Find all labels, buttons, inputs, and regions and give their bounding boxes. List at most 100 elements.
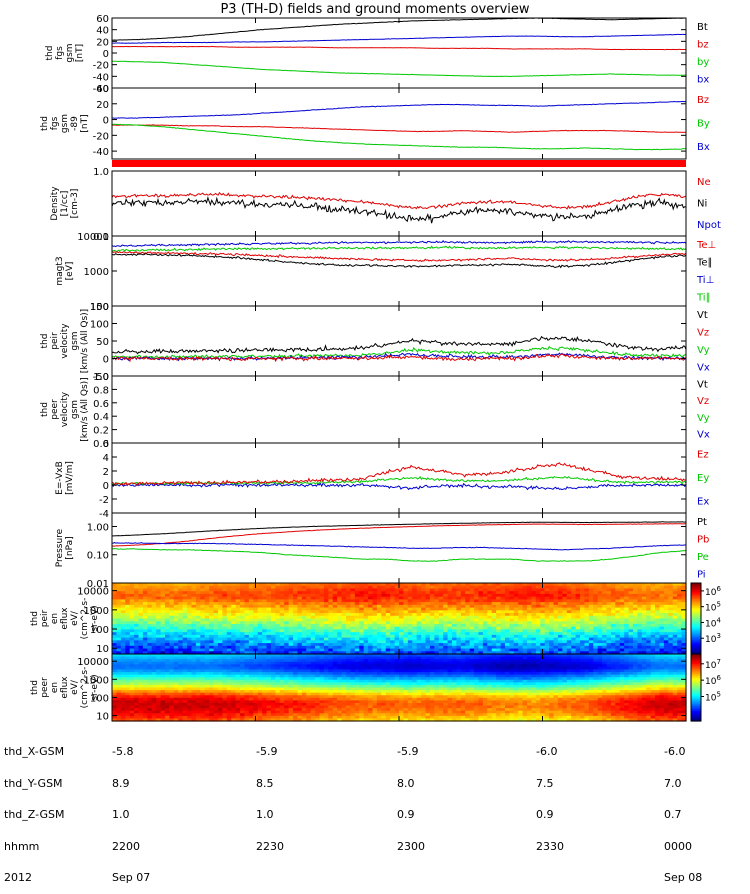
y-axis-label: thd bbox=[40, 402, 50, 417]
y-tick-label: 1.0 bbox=[93, 372, 109, 383]
y-tick-label: 60 bbox=[96, 14, 109, 25]
y-axis-label: (cm^2-s- bbox=[80, 598, 90, 640]
legend-label: Ni bbox=[697, 199, 707, 210]
y-axis-label: peer bbox=[50, 399, 60, 420]
legend-label: Pe bbox=[697, 552, 709, 563]
colorbar-tick-label: 105 bbox=[705, 601, 721, 614]
y-axis-label: [cm-3] bbox=[70, 189, 80, 219]
y-axis-label: gsm bbox=[65, 43, 75, 62]
y-axis-label: velocity bbox=[60, 323, 70, 359]
y-axis-label: fgs bbox=[55, 46, 65, 60]
y-tick-label: 40 bbox=[96, 26, 109, 37]
y-axis-label: [mV/m] bbox=[65, 461, 75, 495]
y-tick-label: 0 bbox=[103, 116, 109, 127]
legend-label: Te⊥ bbox=[696, 240, 716, 251]
y-tick-label: 2 bbox=[103, 467, 109, 478]
panel-frame bbox=[112, 236, 686, 306]
y-tick-label: -20 bbox=[93, 131, 109, 142]
legend-label: Te∥ bbox=[696, 257, 713, 268]
series-line-Te∥ bbox=[112, 254, 686, 268]
y-axis-label: thd bbox=[40, 334, 50, 349]
y-tick-label: 0.10 bbox=[87, 551, 109, 562]
y-axis-label: [nT] bbox=[75, 44, 85, 62]
series-line-by bbox=[112, 61, 686, 76]
y-axis-label: thd bbox=[30, 611, 40, 626]
colorbar-tick-label: 104 bbox=[705, 616, 721, 629]
y-axis-label: [km/s (All Qs)] bbox=[80, 377, 90, 441]
y-tick-label: 1000 bbox=[84, 267, 109, 278]
y-tick-label: 0 bbox=[103, 355, 109, 366]
series-line-Ne bbox=[112, 193, 686, 209]
colorbar-tick-label: 106 bbox=[705, 585, 721, 598]
legend-label: Ez bbox=[697, 450, 709, 461]
y-tick-label: 20 bbox=[96, 37, 109, 48]
y-axis-label: [nPa] bbox=[65, 536, 75, 559]
legend-label: Ti⊥ bbox=[696, 275, 714, 286]
y-tick-label: 0.4 bbox=[93, 412, 109, 423]
legend-label: Bt bbox=[697, 22, 708, 33]
y-axis-label: E=-VxB bbox=[55, 461, 65, 495]
y-tick-label: -20 bbox=[93, 61, 109, 72]
series-line-Ti⊥ bbox=[112, 241, 686, 247]
y-axis-label: thd bbox=[45, 46, 55, 61]
y-tick-label: 0.6 bbox=[93, 399, 109, 410]
y-axis-label: gsm bbox=[70, 331, 80, 350]
y-axis-label: Pressure bbox=[55, 528, 65, 567]
y-tick-label: 10000 bbox=[77, 232, 109, 243]
legend-label: Pi bbox=[697, 569, 706, 580]
y-tick-label: 100 bbox=[90, 320, 109, 331]
legend-label: bx bbox=[697, 74, 709, 85]
series-line-Pi bbox=[112, 543, 686, 550]
legend-label: Npot bbox=[697, 220, 721, 231]
y-axis-label: sr-eV) bbox=[90, 605, 100, 631]
y-tick-label: -4 bbox=[99, 509, 109, 520]
panel-frame bbox=[112, 376, 686, 443]
legend-label: Vz bbox=[697, 327, 709, 338]
colorbar-tick-label: 103 bbox=[705, 632, 721, 645]
y-axis-label: en bbox=[50, 613, 60, 624]
legend-label: By bbox=[697, 119, 710, 130]
legend-label: Bx bbox=[697, 142, 710, 153]
y-tick-label: -40 bbox=[93, 147, 109, 158]
series-line-Ez bbox=[112, 463, 686, 486]
y-tick-label: -40 bbox=[93, 72, 109, 83]
y-tick-label: 1.0 bbox=[93, 167, 109, 178]
legend-label: Vt bbox=[697, 379, 708, 390]
series-line-Ti∥ bbox=[112, 246, 686, 251]
series-line-By bbox=[112, 124, 686, 150]
y-axis-label: [nT] bbox=[80, 114, 90, 132]
y-axis-label: eflux bbox=[60, 607, 70, 630]
y-tick-label: 1.00 bbox=[87, 522, 109, 533]
legend-label: Ti∥ bbox=[696, 292, 711, 303]
red-data-bar bbox=[112, 160, 686, 167]
y-axis-label: eV/ bbox=[70, 610, 80, 626]
panel-frame bbox=[112, 443, 686, 513]
legend-label: bz bbox=[697, 39, 709, 50]
series-line-Ni bbox=[112, 198, 686, 224]
series-line-bz bbox=[112, 46, 686, 49]
y-axis-label: velocity bbox=[60, 391, 70, 427]
y-tick-label: 40 bbox=[96, 84, 109, 95]
y-axis-label: [km/s (All Qs)] bbox=[80, 309, 90, 373]
series-line-Pe bbox=[112, 549, 686, 562]
legend-label: Bz bbox=[697, 95, 709, 106]
legend-label: Pb bbox=[697, 534, 709, 545]
y-tick-label: 0 bbox=[103, 49, 109, 60]
legend-label: Vz bbox=[697, 396, 709, 407]
legend-label: Vx bbox=[697, 430, 710, 441]
legend-label: Pt bbox=[697, 517, 707, 528]
y-tick-label: 0 bbox=[103, 481, 109, 492]
y-tick-label: 4 bbox=[103, 453, 109, 464]
y-tick-label: 6 bbox=[103, 439, 109, 450]
y-tick-label: 20 bbox=[96, 100, 109, 111]
legend-label: Ey bbox=[697, 473, 709, 484]
legend-label: Vy bbox=[697, 345, 710, 356]
legend-label: Vx bbox=[697, 362, 710, 373]
y-axis-label: peir bbox=[40, 609, 50, 627]
y-axis-label: [eV] bbox=[65, 262, 75, 281]
y-axis-label: gsm bbox=[60, 114, 70, 133]
y-tick-label: -2 bbox=[99, 495, 109, 506]
legend-label: Ne bbox=[697, 177, 711, 188]
legend-label: Vy bbox=[697, 413, 710, 424]
